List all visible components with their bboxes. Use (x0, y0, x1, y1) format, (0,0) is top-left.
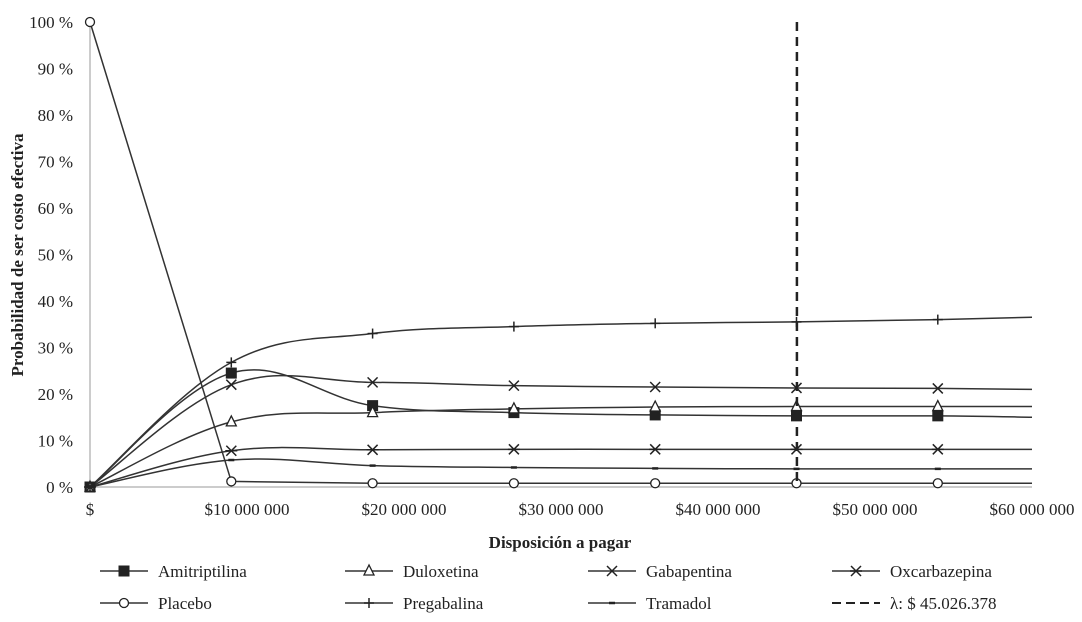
x-axis-title: Disposición a pagar (489, 533, 632, 552)
y-tick-label: 30 % (38, 339, 73, 358)
legend-marker (364, 598, 374, 608)
data-point-oxcarbazepina (366, 444, 379, 456)
legend-item-gabapentina: Gabapentina (588, 562, 732, 581)
data-point-oxcarbazepina (225, 445, 238, 457)
legend-label: Oxcarbazepina (890, 562, 992, 581)
y-tick-label: 70 % (38, 153, 73, 172)
y-tick-label: 50 % (38, 246, 73, 265)
legend-label: λ: $ 45.026.378 (890, 594, 996, 613)
legend-marker (850, 565, 862, 577)
y-tick-label: 60 % (38, 199, 73, 218)
data-point-amitriptilina (225, 367, 237, 379)
data-point-oxcarbazepina (507, 443, 520, 455)
y-tick-label: 40 % (38, 292, 73, 311)
y-tick-label: 0 % (46, 478, 73, 497)
data-point-pregabalina (932, 314, 943, 325)
data-point-gabapentina (508, 380, 520, 392)
legend-label: Tramadol (646, 594, 712, 613)
data-point-placebo (84, 16, 96, 28)
x-tick-label: $ (86, 500, 95, 519)
data-point-pregabalina (650, 318, 661, 329)
series-line-pregabalina (89, 316, 1033, 488)
data-point-gabapentina (649, 381, 661, 393)
legend-item-duloxetina: Duloxetina (345, 562, 479, 581)
data-point-oxcarbazepina (649, 443, 662, 455)
y-tick-label: 20 % (38, 385, 73, 404)
data-point-duloxetina (649, 399, 662, 412)
legend-label: Gabapentina (646, 562, 732, 581)
x-tick-label: $20 000 000 (362, 500, 447, 519)
x-tick-label: $50 000 000 (833, 500, 918, 519)
y-tick-labels: 0 % 10 % 20 % 30 % 40 % 50 % 60 % 70 % 80 % 90 % 1… (29, 13, 73, 497)
y-tick-label: 10 % (38, 432, 73, 451)
legend-marker (118, 597, 130, 609)
legend-label: Pregabalina (403, 594, 484, 613)
data-point-placebo (508, 478, 520, 489)
x-tick-label: $60 000 000 (990, 500, 1075, 519)
y-tick-label: 80 % (38, 106, 73, 125)
series-line-gabapentina (89, 374, 1033, 488)
legend-label: Placebo (158, 594, 212, 613)
axes (89, 22, 1032, 488)
legend-item-: λ: $ 45.026.378 (832, 594, 996, 613)
data-point-gabapentina (367, 376, 379, 388)
data-point-duloxetina (366, 405, 379, 418)
x-tick-label: $30 000 000 (519, 500, 604, 519)
data-point-pregabalina (508, 321, 519, 332)
legend-item-amitriptilina: Amitriptilina (100, 562, 247, 581)
data-point-amitriptilina (932, 410, 944, 422)
data-point-gabapentina (225, 379, 237, 391)
y-tick-label: 90 % (38, 60, 73, 79)
legend: Amitriptilina Duloxetina Gabapentina Oxcarb… (100, 562, 996, 613)
data-point-gabapentina (932, 382, 944, 394)
legend-item-placebo: Placebo (100, 594, 212, 613)
legend-item-tramadol: Tramadol (588, 594, 712, 613)
data-point-placebo (226, 476, 237, 487)
legend-marker (362, 563, 376, 576)
data-point-placebo (932, 478, 943, 489)
data-point-placebo (367, 478, 378, 489)
x-tick-labels: $ $10 000 000 $20 000 000 $30 000 000 $40 00… (86, 500, 1075, 519)
data-point-pregabalina (367, 328, 378, 339)
legend-marker (606, 565, 618, 577)
data-point-duloxetina (225, 414, 238, 427)
data-point-placebo (650, 478, 661, 489)
legend-item-pregabalina: Pregabalina (345, 594, 484, 613)
data-point-pregabalina (226, 357, 237, 368)
legend-label: Amitriptilina (158, 562, 247, 581)
legend-item-oxcarbazepina: Oxcarbazepina (832, 562, 992, 581)
y-tick-label: 100 % (29, 13, 73, 32)
legend-label: Duloxetina (403, 562, 479, 581)
data-point-duloxetina (931, 399, 944, 412)
y-axis-title: Probabilidad de ser costo efectiva (8, 133, 27, 377)
series-line-placebo (89, 21, 1032, 485)
data-point-oxcarbazepina (931, 443, 944, 455)
legend-marker (118, 565, 130, 577)
x-tick-label: $40 000 000 (676, 500, 761, 519)
data-point-duloxetina (507, 401, 520, 414)
x-tick-label: $10 000 000 (205, 500, 290, 519)
